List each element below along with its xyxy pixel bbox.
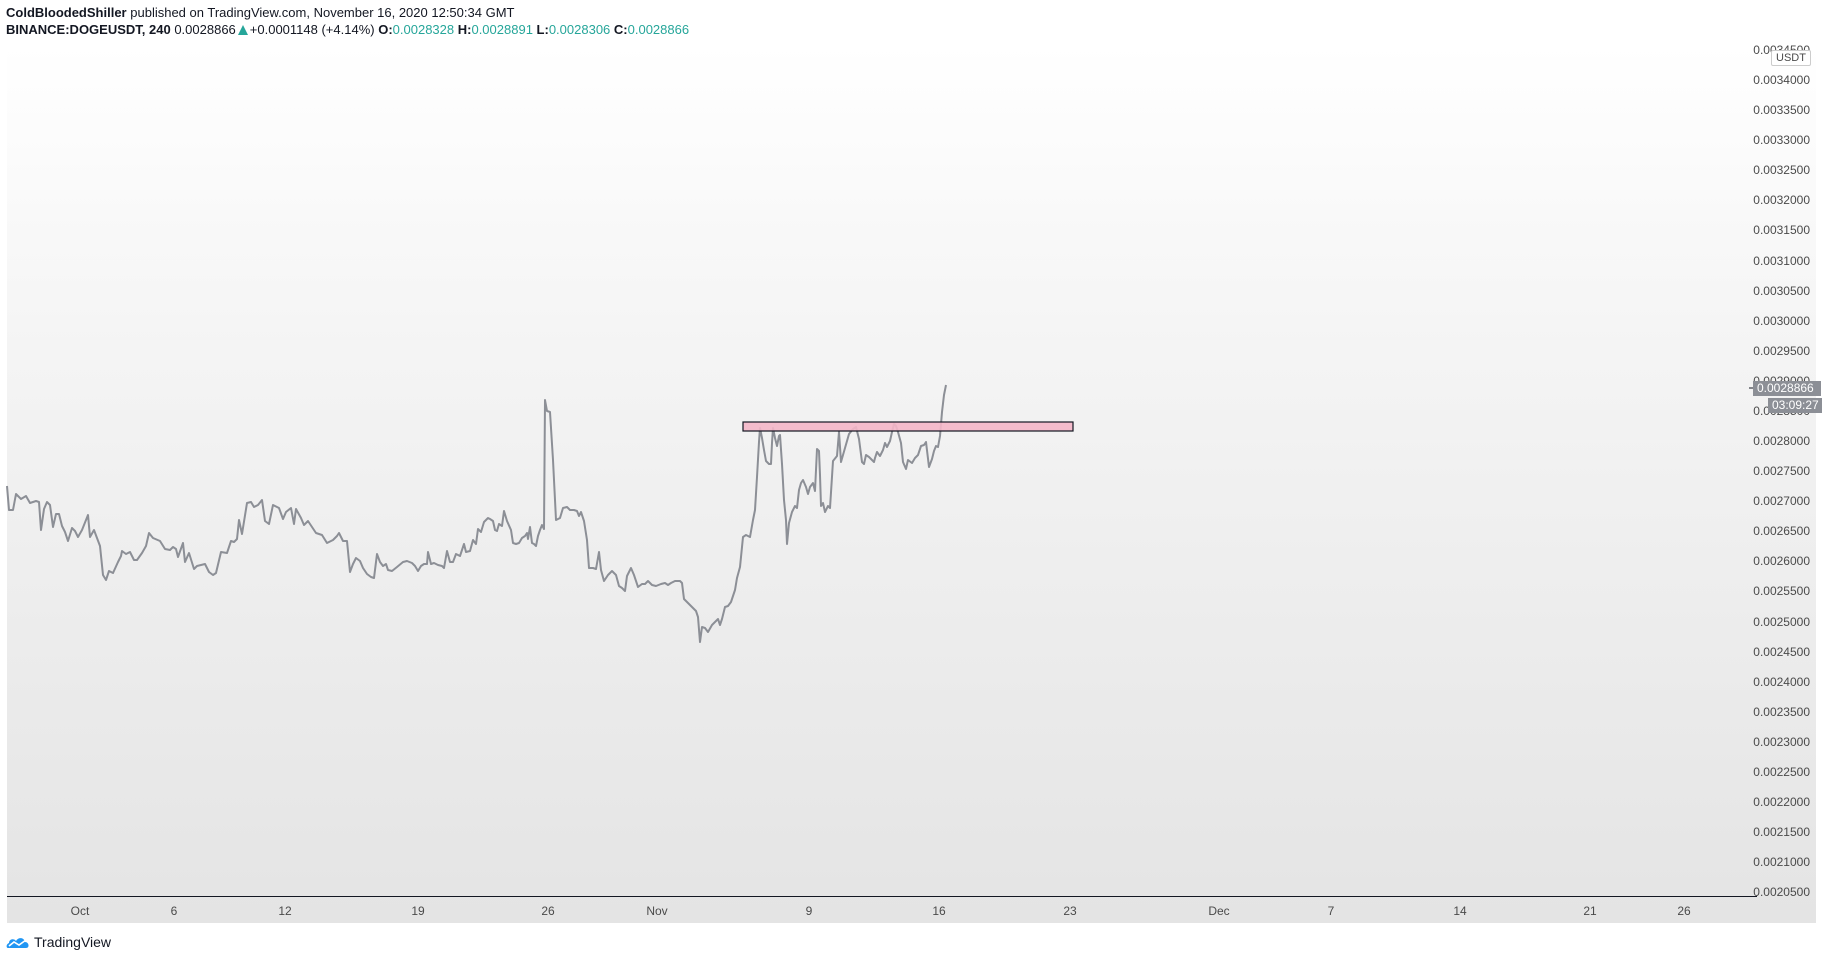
price-axis-label: 0.0034000: [1753, 73, 1810, 88]
price-axis-label: 0.0031500: [1753, 223, 1810, 238]
price-axis-label: 0.0023500: [1753, 704, 1810, 719]
price-axis-label: 0.0022500: [1753, 764, 1810, 779]
publish-info: ColdBloodedShiller published on TradingV…: [6, 4, 689, 21]
time-axis-line: [7, 896, 1757, 897]
price-axis-label: 0.0026500: [1753, 524, 1810, 539]
time-axis-label: 12: [278, 904, 292, 918]
price-axis-label: 0.0032500: [1753, 163, 1810, 178]
price-axis-label: 0.0021500: [1753, 825, 1810, 840]
price-axis-label: 0.0022000: [1753, 795, 1810, 809]
price-axis-label: 0.0023000: [1753, 734, 1810, 749]
time-axis-label: 16: [932, 904, 946, 918]
price-axis-label: 0.0033500: [1753, 103, 1810, 118]
change-value: +0.0001148 (+4.14%): [249, 22, 375, 37]
time-axis-label: 19: [411, 904, 425, 918]
time-axis-label: 23: [1063, 904, 1077, 918]
price-axis-label: 0.0031000: [1753, 253, 1810, 268]
time-axis-label: Nov: [646, 904, 668, 918]
time-axis-label: Oct: [70, 904, 90, 918]
price-axis-label: 0.0024500: [1753, 644, 1810, 659]
price-axis-label: 0.0020500: [1753, 885, 1810, 900]
price-axis-label: 0.0030500: [1753, 283, 1810, 298]
high-label: H:: [457, 22, 472, 37]
low-label: L:: [536, 22, 549, 37]
published-text: published on TradingView.com, November 1…: [130, 5, 515, 20]
last-value: 0.0028866: [174, 22, 236, 37]
price-axis-label: 0.0030000: [1753, 313, 1810, 328]
ohlc-legend: BINANCE:DOGEUSDT, 240 0.0028866 +0.000114…: [6, 21, 689, 38]
time-axis-label: 9: [805, 904, 813, 918]
high-value: 0.0028891: [471, 22, 533, 37]
price-axis-label: 0.0028000: [1753, 434, 1810, 449]
time-axis-label: 26: [541, 904, 555, 918]
chart-pane[interactable]: [7, 45, 1816, 923]
currency-label[interactable]: USDT: [1771, 50, 1811, 66]
price-axis-label: 0.0032000: [1753, 193, 1810, 208]
last-price-tag: 0.0028866: [1753, 381, 1821, 396]
symbol-label: BINANCE:DOGEUSDT, 240: [6, 22, 171, 37]
resistance-zone-rectangle: [742, 421, 1074, 432]
close-label: C:: [613, 22, 628, 37]
price-axis-label: 0.0026000: [1753, 554, 1810, 569]
up-arrow-icon: [237, 25, 248, 35]
open-value: 0.0028328: [392, 22, 455, 37]
author-name[interactable]: ColdBloodedShiller: [6, 5, 127, 20]
chart-header: ColdBloodedShiller published on TradingV…: [6, 4, 689, 38]
time-axis-label: 21: [1583, 904, 1597, 918]
open-label: O:: [378, 22, 393, 37]
price-axis-label: 0.0024000: [1753, 674, 1810, 689]
low-value: 0.0028306: [548, 22, 611, 37]
price-axis-label: 0.0027500: [1753, 464, 1810, 479]
price-axis-label: 0.0025500: [1753, 584, 1810, 599]
time-axis-label: Dec: [1208, 904, 1230, 918]
price-axis-label: 0.0029500: [1753, 343, 1810, 358]
price-axis-label: 0.0021000: [1753, 855, 1810, 870]
tradingview-logo[interactable]: TradingView: [6, 934, 111, 950]
price-axis-label: 0.0025000: [1753, 614, 1810, 629]
close-value: 0.0028866: [627, 22, 690, 37]
time-axis-label: 14: [1453, 904, 1467, 918]
time-axis-label: 26: [1677, 904, 1691, 918]
time-axis-label: 7: [1327, 904, 1335, 918]
price-axis-label: 0.0027000: [1753, 494, 1810, 509]
tradingview-cloud-icon: [6, 938, 29, 948]
price-axis-label: 0.0033000: [1753, 133, 1810, 148]
brand-name: TradingView: [34, 934, 112, 950]
time-axis-label: 6: [170, 904, 178, 918]
price-line: [6, 384, 947, 643]
bar-countdown: 03:09:27: [1768, 398, 1822, 413]
